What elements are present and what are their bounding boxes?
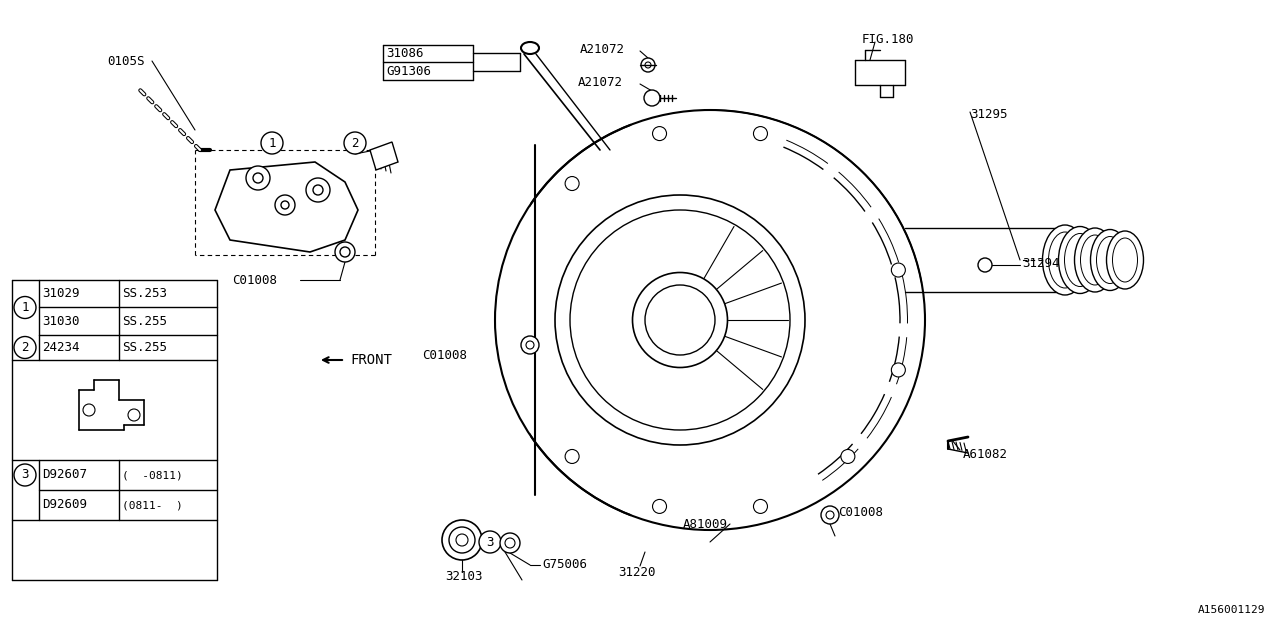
- Circle shape: [506, 538, 515, 548]
- Text: A81009: A81009: [684, 518, 728, 531]
- Text: G75006: G75006: [541, 559, 588, 572]
- Circle shape: [564, 449, 579, 463]
- Ellipse shape: [1065, 234, 1096, 287]
- Ellipse shape: [556, 195, 805, 445]
- Text: 1: 1: [269, 136, 275, 150]
- Polygon shape: [215, 162, 358, 252]
- Ellipse shape: [570, 210, 790, 430]
- Text: D92609: D92609: [42, 499, 87, 511]
- Text: A156001129: A156001129: [1198, 605, 1265, 615]
- Text: 24234: 24234: [42, 341, 79, 354]
- Circle shape: [449, 527, 475, 553]
- Circle shape: [275, 195, 294, 215]
- Ellipse shape: [1091, 230, 1129, 291]
- Circle shape: [306, 178, 330, 202]
- Circle shape: [340, 247, 349, 257]
- Text: 31295: 31295: [970, 108, 1007, 120]
- Circle shape: [826, 511, 835, 519]
- Circle shape: [564, 177, 579, 191]
- Polygon shape: [370, 142, 398, 170]
- Circle shape: [841, 449, 855, 463]
- Text: (0811-  ): (0811- ): [122, 500, 183, 510]
- Text: 31220: 31220: [618, 566, 655, 579]
- Circle shape: [456, 534, 468, 546]
- Text: 31030: 31030: [42, 314, 79, 328]
- Circle shape: [14, 296, 36, 319]
- Bar: [410, 90, 530, 550]
- Text: C01008: C01008: [232, 273, 276, 287]
- Circle shape: [335, 242, 355, 262]
- Text: SS.255: SS.255: [122, 314, 166, 328]
- Circle shape: [644, 90, 660, 106]
- Circle shape: [754, 127, 768, 141]
- Text: D92607: D92607: [42, 468, 87, 481]
- Ellipse shape: [1097, 237, 1124, 284]
- Circle shape: [500, 533, 520, 553]
- Ellipse shape: [1059, 227, 1102, 294]
- Ellipse shape: [495, 110, 925, 530]
- Text: 3: 3: [22, 468, 28, 481]
- Circle shape: [521, 336, 539, 354]
- Ellipse shape: [1112, 238, 1138, 282]
- Ellipse shape: [645, 285, 716, 355]
- Circle shape: [14, 464, 36, 486]
- Circle shape: [479, 531, 500, 553]
- Circle shape: [282, 201, 289, 209]
- Circle shape: [978, 258, 992, 272]
- Circle shape: [344, 132, 366, 154]
- Text: 31086: 31086: [387, 47, 424, 60]
- Ellipse shape: [1074, 228, 1115, 292]
- Circle shape: [442, 520, 483, 560]
- Circle shape: [128, 409, 140, 421]
- Text: 3: 3: [486, 536, 494, 548]
- Circle shape: [14, 337, 36, 358]
- Text: C01008: C01008: [838, 506, 883, 518]
- Circle shape: [891, 363, 905, 377]
- Circle shape: [314, 185, 323, 195]
- Circle shape: [83, 404, 95, 416]
- Circle shape: [820, 506, 838, 524]
- Ellipse shape: [632, 273, 727, 367]
- Circle shape: [891, 263, 905, 277]
- Ellipse shape: [1048, 232, 1082, 288]
- Circle shape: [246, 166, 270, 190]
- Ellipse shape: [1080, 235, 1110, 285]
- Text: A21072: A21072: [580, 42, 625, 56]
- Text: A61082: A61082: [963, 449, 1009, 461]
- Text: 0105S: 0105S: [108, 54, 145, 67]
- Text: C01008: C01008: [422, 349, 467, 362]
- Text: FRONT: FRONT: [349, 353, 392, 367]
- Text: 31294: 31294: [1021, 257, 1060, 269]
- Ellipse shape: [1042, 225, 1088, 295]
- Circle shape: [641, 58, 655, 72]
- Circle shape: [653, 127, 667, 141]
- Circle shape: [754, 499, 768, 513]
- Circle shape: [526, 341, 534, 349]
- Ellipse shape: [521, 42, 539, 54]
- Ellipse shape: [1106, 231, 1143, 289]
- Text: 31029: 31029: [42, 287, 79, 300]
- Text: 2: 2: [22, 341, 28, 354]
- Text: SS.253: SS.253: [122, 287, 166, 300]
- Text: A21072: A21072: [579, 76, 623, 88]
- Circle shape: [253, 173, 262, 183]
- Text: (  -0811): ( -0811): [122, 470, 183, 480]
- Circle shape: [645, 62, 652, 68]
- Text: SS.255: SS.255: [122, 341, 166, 354]
- Text: 32103: 32103: [445, 570, 483, 582]
- Circle shape: [653, 499, 667, 513]
- Circle shape: [261, 132, 283, 154]
- Text: G91306: G91306: [387, 65, 431, 77]
- Text: 1: 1: [22, 301, 28, 314]
- Text: FIG.180: FIG.180: [861, 33, 914, 45]
- Text: 2: 2: [351, 136, 358, 150]
